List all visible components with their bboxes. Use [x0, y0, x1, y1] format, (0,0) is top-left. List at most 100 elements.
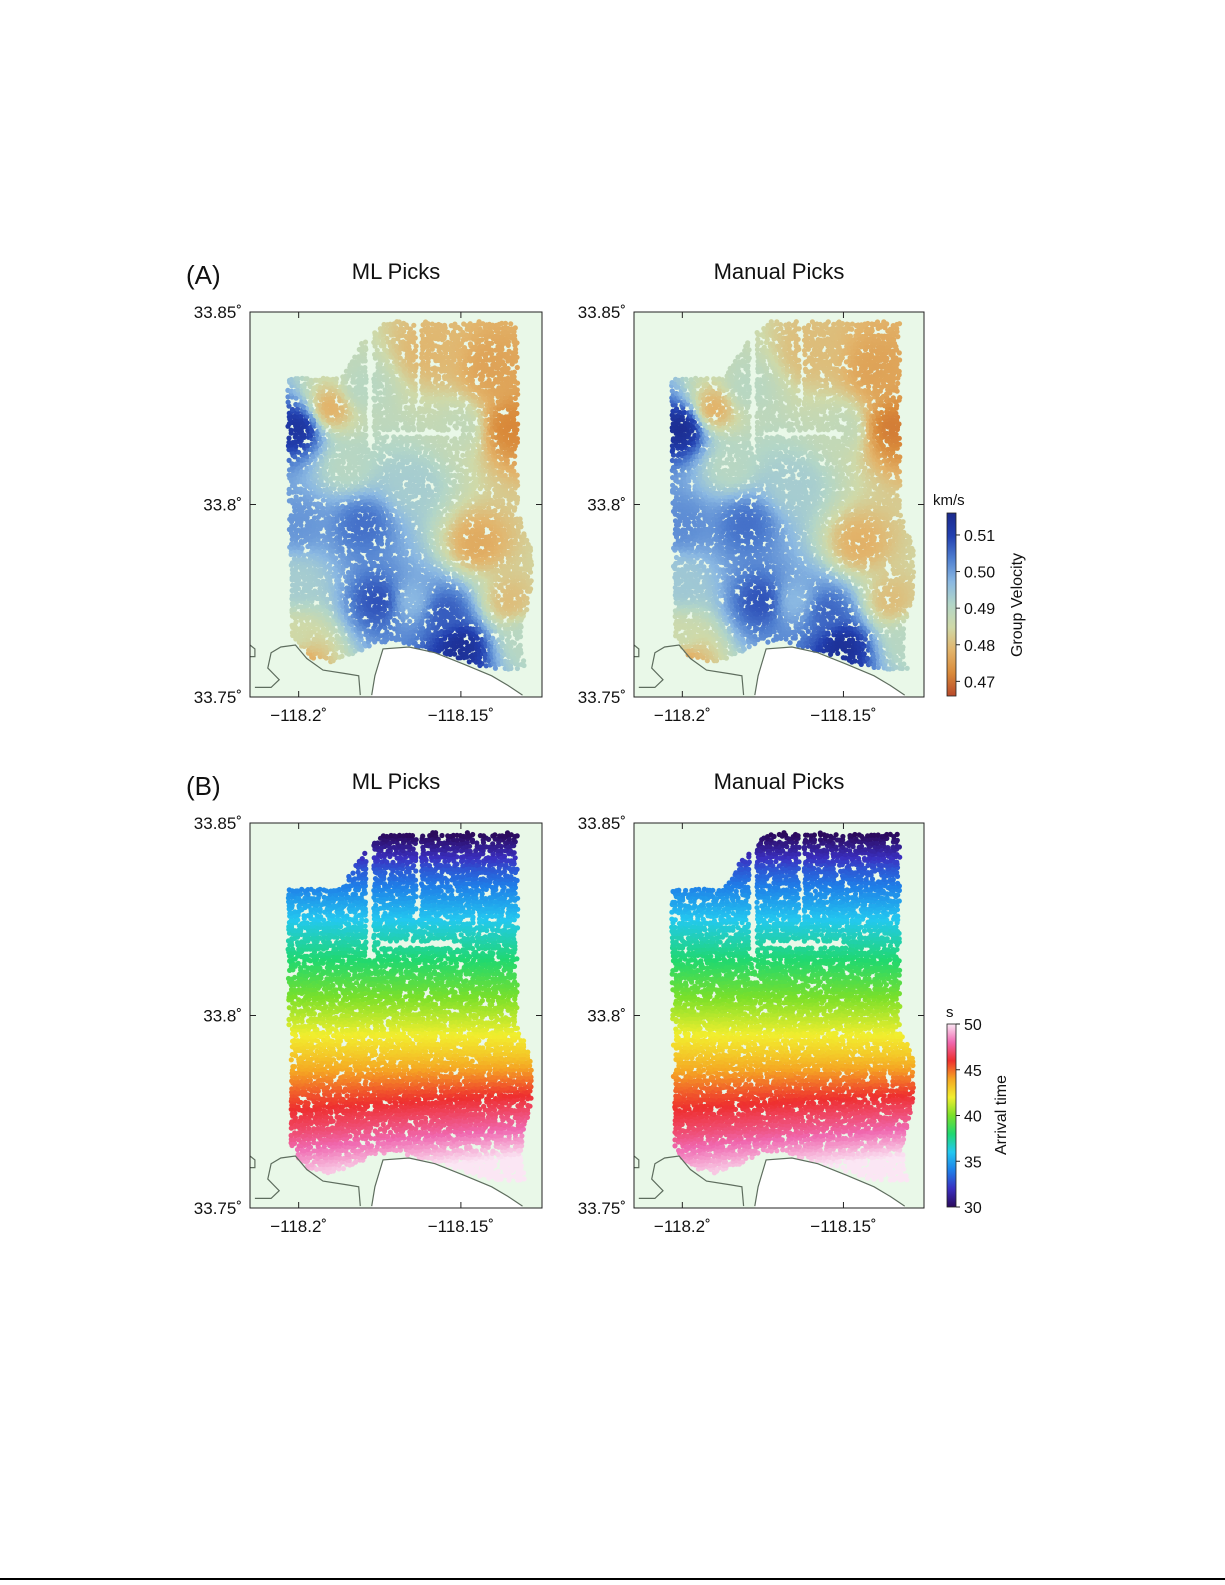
- station-point: [416, 553, 421, 558]
- station-point: [388, 513, 393, 518]
- station-point: [445, 583, 450, 588]
- station-point: [362, 365, 367, 370]
- station-point: [521, 658, 526, 663]
- station-point: [363, 373, 368, 378]
- station-point: [318, 455, 323, 460]
- station-point: [316, 579, 321, 584]
- station-point: [525, 600, 530, 605]
- station-point: [407, 564, 412, 569]
- station-point: [503, 473, 508, 478]
- station-point: [382, 593, 387, 598]
- station-point: [370, 571, 375, 576]
- station-point: [460, 561, 465, 566]
- station-point: [436, 568, 441, 573]
- station-point: [352, 619, 357, 624]
- station-point: [300, 546, 305, 551]
- station-point: [330, 417, 335, 422]
- station-point: [372, 451, 377, 456]
- station-point: [413, 373, 418, 378]
- station-point: [394, 421, 399, 426]
- station-point: [318, 502, 323, 507]
- station-point: [287, 458, 292, 463]
- station-point: [505, 458, 510, 463]
- station-point: [514, 411, 519, 416]
- station-point: [387, 451, 392, 456]
- station-point: [394, 436, 399, 441]
- station-point: [333, 491, 338, 496]
- station-point: [398, 356, 403, 361]
- station-point: [330, 458, 335, 463]
- station-point: [289, 377, 294, 382]
- station-point: [499, 648, 504, 653]
- station-point: [515, 473, 520, 478]
- station-point: [330, 553, 335, 558]
- panel-label-b: (B): [186, 771, 221, 801]
- station-point: [455, 619, 460, 624]
- station-point: [421, 359, 426, 364]
- station-point: [460, 550, 465, 555]
- station-point: [384, 434, 389, 439]
- station-point: [378, 390, 383, 395]
- station-point: [347, 385, 352, 390]
- station-point: [454, 425, 459, 430]
- station-point: [424, 468, 429, 473]
- station-point: [451, 523, 456, 528]
- station-point: [528, 586, 533, 591]
- station-point: [524, 607, 529, 612]
- station-point: [512, 461, 517, 466]
- station-point: [453, 633, 458, 638]
- station-point: [448, 410, 453, 415]
- station-point: [410, 501, 415, 506]
- station-point: [428, 539, 433, 544]
- station-point: [474, 491, 479, 496]
- station-point: [496, 594, 501, 599]
- station-point: [527, 553, 532, 558]
- station-point: [519, 589, 524, 594]
- station-point: [515, 422, 520, 427]
- station-point: [462, 385, 467, 390]
- station-point: [347, 549, 352, 554]
- station-point: [521, 594, 526, 599]
- station-point: [372, 388, 377, 393]
- station-point: [394, 619, 399, 624]
- station-point: [414, 362, 419, 367]
- station-point: [464, 425, 469, 430]
- station-point: [512, 641, 517, 646]
- station-point: [294, 494, 299, 499]
- station-point: [334, 376, 339, 381]
- station-point: [496, 483, 501, 488]
- station-point: [363, 440, 368, 445]
- station-point: [309, 604, 314, 609]
- title-b-ml: ML Picks: [352, 769, 440, 794]
- station-point: [522, 572, 527, 577]
- station-point: [420, 641, 425, 646]
- station-point: [333, 652, 338, 657]
- station-point: [420, 619, 425, 624]
- station-point: [518, 634, 523, 639]
- station-point: [335, 634, 340, 639]
- station-point: [369, 528, 374, 533]
- station-point: [489, 498, 494, 503]
- station-point: [452, 436, 457, 441]
- station-point: [461, 421, 466, 426]
- station-point: [407, 619, 412, 624]
- station-point: [442, 619, 447, 624]
- station-point: [429, 564, 434, 569]
- station-point: [512, 370, 517, 375]
- station-point: [512, 385, 517, 390]
- station-point: [375, 545, 380, 550]
- station-point: [495, 568, 500, 573]
- station-point: [286, 436, 291, 441]
- station-point: [333, 403, 338, 408]
- station-point: [464, 640, 469, 645]
- station-point: [339, 654, 344, 659]
- station-point: [515, 365, 520, 370]
- station-point: [518, 643, 523, 648]
- station-point: [496, 370, 501, 375]
- station-point: [500, 498, 505, 503]
- station-point: [487, 378, 492, 383]
- station-point: [515, 436, 520, 441]
- station-point: [378, 381, 383, 386]
- station-point: [346, 440, 351, 445]
